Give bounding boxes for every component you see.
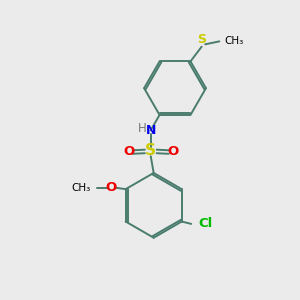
- Text: H: H: [138, 122, 147, 135]
- Text: O: O: [106, 181, 117, 194]
- Text: S: S: [145, 143, 156, 158]
- Text: Cl: Cl: [198, 218, 212, 230]
- Text: S: S: [197, 33, 206, 46]
- Text: CH₃: CH₃: [72, 183, 91, 193]
- Text: O: O: [167, 145, 178, 158]
- Text: O: O: [123, 145, 134, 158]
- Text: CH₃: CH₃: [224, 36, 244, 46]
- Text: N: N: [146, 124, 156, 137]
